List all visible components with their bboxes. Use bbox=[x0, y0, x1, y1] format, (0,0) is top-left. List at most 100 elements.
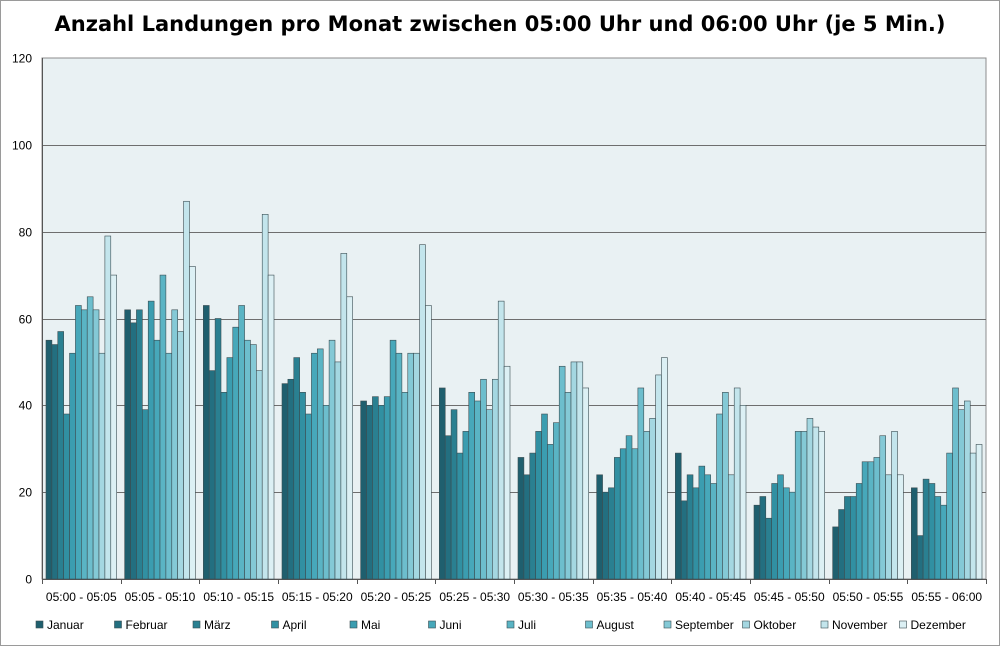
bar-november-5 bbox=[419, 244, 426, 580]
bar-august-1 bbox=[86, 296, 94, 580]
bar-märz-5 bbox=[372, 396, 379, 580]
chart-title: Anzahl Landungen pro Monat zwischen 05:0… bbox=[54, 12, 946, 36]
bar-september-1 bbox=[92, 309, 100, 580]
legend-swatch-dezember bbox=[899, 620, 907, 629]
bar-märz-11 bbox=[844, 496, 851, 580]
bar-april-12 bbox=[928, 483, 936, 580]
bar-januar-7 bbox=[517, 457, 525, 580]
bar-april-4 bbox=[299, 392, 306, 580]
bar-oktober-10 bbox=[806, 418, 814, 580]
bar-september-9 bbox=[722, 392, 729, 580]
bar-april-5 bbox=[378, 405, 385, 580]
bar-januar-2 bbox=[124, 309, 131, 580]
legend-label-juni: Juni bbox=[440, 618, 462, 632]
legend-swatch-januar bbox=[35, 620, 44, 629]
bar-mai-2 bbox=[147, 300, 155, 580]
x-tick-label: 05:05 - 05:10 bbox=[125, 590, 196, 604]
bar-oktober-5 bbox=[413, 352, 420, 580]
bar-januar-3 bbox=[203, 305, 210, 580]
legend-swatch-april bbox=[271, 620, 279, 629]
bar-juli-6 bbox=[474, 400, 481, 580]
y-tick-label: 120 bbox=[12, 52, 32, 66]
bar-februar-5 bbox=[366, 405, 373, 580]
x-tick-label: 05:25 - 05:30 bbox=[439, 590, 510, 604]
bar-märz-7 bbox=[529, 452, 536, 580]
bar-april-11 bbox=[850, 496, 857, 580]
bar-juni-4 bbox=[311, 352, 318, 580]
bar-november-7 bbox=[576, 361, 584, 580]
bar-april-7 bbox=[535, 431, 542, 580]
bar-juli-4 bbox=[317, 348, 324, 580]
bar-juni-12 bbox=[940, 504, 947, 580]
legend-label-dezember: Dezember bbox=[911, 618, 966, 632]
legend-label-mai: Mai bbox=[361, 618, 380, 632]
bar-juni-8 bbox=[625, 435, 633, 580]
bar-august-10 bbox=[794, 431, 802, 580]
bar-februar-6 bbox=[444, 435, 452, 580]
x-tick-label: 05:30 - 05:35 bbox=[518, 590, 589, 604]
bar-januar-8 bbox=[596, 474, 603, 580]
bar-juli-5 bbox=[395, 352, 403, 580]
legend-label-april: April bbox=[283, 618, 307, 632]
x-tick-label: 05:50 - 05:55 bbox=[833, 590, 904, 604]
bar-dezember-5 bbox=[425, 305, 432, 580]
bar-oktober-9 bbox=[728, 474, 735, 580]
bar-februar-8 bbox=[602, 491, 609, 580]
bar-mai-10 bbox=[777, 474, 784, 580]
bar-august-7 bbox=[558, 365, 566, 580]
bar-juni-6 bbox=[468, 392, 475, 580]
bar-dezember-9 bbox=[739, 405, 747, 580]
bar-märz-6 bbox=[450, 409, 458, 580]
bar-januar-10 bbox=[753, 504, 761, 580]
bar-september-10 bbox=[800, 431, 808, 580]
bar-september-12 bbox=[958, 409, 965, 580]
x-tick-label: 05:15 - 05:20 bbox=[282, 590, 353, 604]
legend-swatch-oktober bbox=[742, 620, 750, 629]
bar-september-8 bbox=[643, 431, 650, 580]
bar-juli-10 bbox=[789, 491, 796, 580]
legend-swatch-august bbox=[585, 620, 593, 629]
bar-april-8 bbox=[614, 457, 621, 580]
bar-mai-7 bbox=[541, 413, 548, 580]
y-tick-label: 20 bbox=[19, 486, 33, 500]
bar-oktober-1 bbox=[98, 352, 106, 580]
bar-dezember-4 bbox=[346, 296, 353, 580]
bar-juni-3 bbox=[232, 326, 239, 580]
bar-august-6 bbox=[480, 378, 487, 580]
bar-januar-6 bbox=[439, 387, 446, 580]
bar-februar-3 bbox=[208, 370, 216, 580]
bar-oktober-7 bbox=[570, 361, 578, 580]
bar-dezember-11 bbox=[897, 474, 904, 580]
bar-dezember-1 bbox=[110, 274, 117, 580]
bar-oktober-6 bbox=[492, 378, 499, 580]
y-tick-label: 40 bbox=[19, 399, 33, 413]
legend-swatch-september bbox=[663, 620, 672, 629]
bar-april-6 bbox=[456, 452, 464, 580]
bar-mai-8 bbox=[619, 448, 627, 580]
legend-label-juli: Juli bbox=[518, 618, 536, 632]
x-tick-label: 05:35 - 05:40 bbox=[597, 590, 668, 604]
y-tick-label: 100 bbox=[12, 139, 32, 153]
bar-mai-4 bbox=[305, 413, 312, 580]
bar-februar-9 bbox=[680, 500, 688, 580]
bar-juli-11 bbox=[867, 461, 875, 580]
bar-januar-5 bbox=[360, 400, 367, 580]
legend-label-oktober: Oktober bbox=[754, 618, 797, 632]
bar-juli-8 bbox=[631, 448, 639, 580]
legend-swatch-mai bbox=[349, 620, 358, 629]
bar-dezember-6 bbox=[503, 365, 511, 580]
x-tick-label: 05:10 - 05:15 bbox=[203, 590, 274, 604]
bar-mai-1 bbox=[69, 352, 76, 580]
bar-september-6 bbox=[486, 409, 493, 580]
bar-april-2 bbox=[142, 409, 149, 580]
bar-februar-11 bbox=[838, 509, 845, 580]
bar-november-10 bbox=[812, 426, 820, 580]
bar-august-12 bbox=[952, 387, 959, 580]
legend-swatch-juli bbox=[506, 620, 515, 629]
bar-august-4 bbox=[322, 405, 330, 580]
bar-februar-7 bbox=[523, 474, 531, 580]
legend-label-august: August bbox=[597, 618, 635, 632]
bar-mai-12 bbox=[934, 496, 942, 580]
bar-august-9 bbox=[716, 413, 723, 580]
